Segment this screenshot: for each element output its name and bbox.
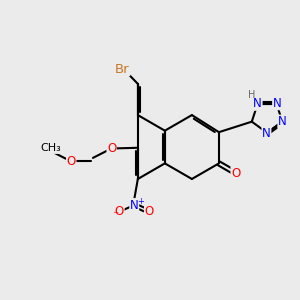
Text: O: O [231, 167, 240, 179]
Text: N: N [278, 115, 287, 128]
Text: O: O [107, 142, 116, 155]
Text: CH₃: CH₃ [41, 143, 62, 153]
Text: O: O [115, 205, 124, 218]
Text: O: O [145, 205, 154, 218]
Text: +: + [137, 197, 144, 206]
Text: H: H [248, 90, 255, 100]
Text: O: O [67, 155, 76, 168]
Text: N: N [262, 127, 271, 140]
Text: N: N [273, 97, 281, 110]
Text: N: N [253, 97, 262, 110]
Text: Br: Br [115, 62, 130, 76]
Text: N: N [130, 199, 139, 212]
Text: ⁻: ⁻ [112, 209, 119, 222]
